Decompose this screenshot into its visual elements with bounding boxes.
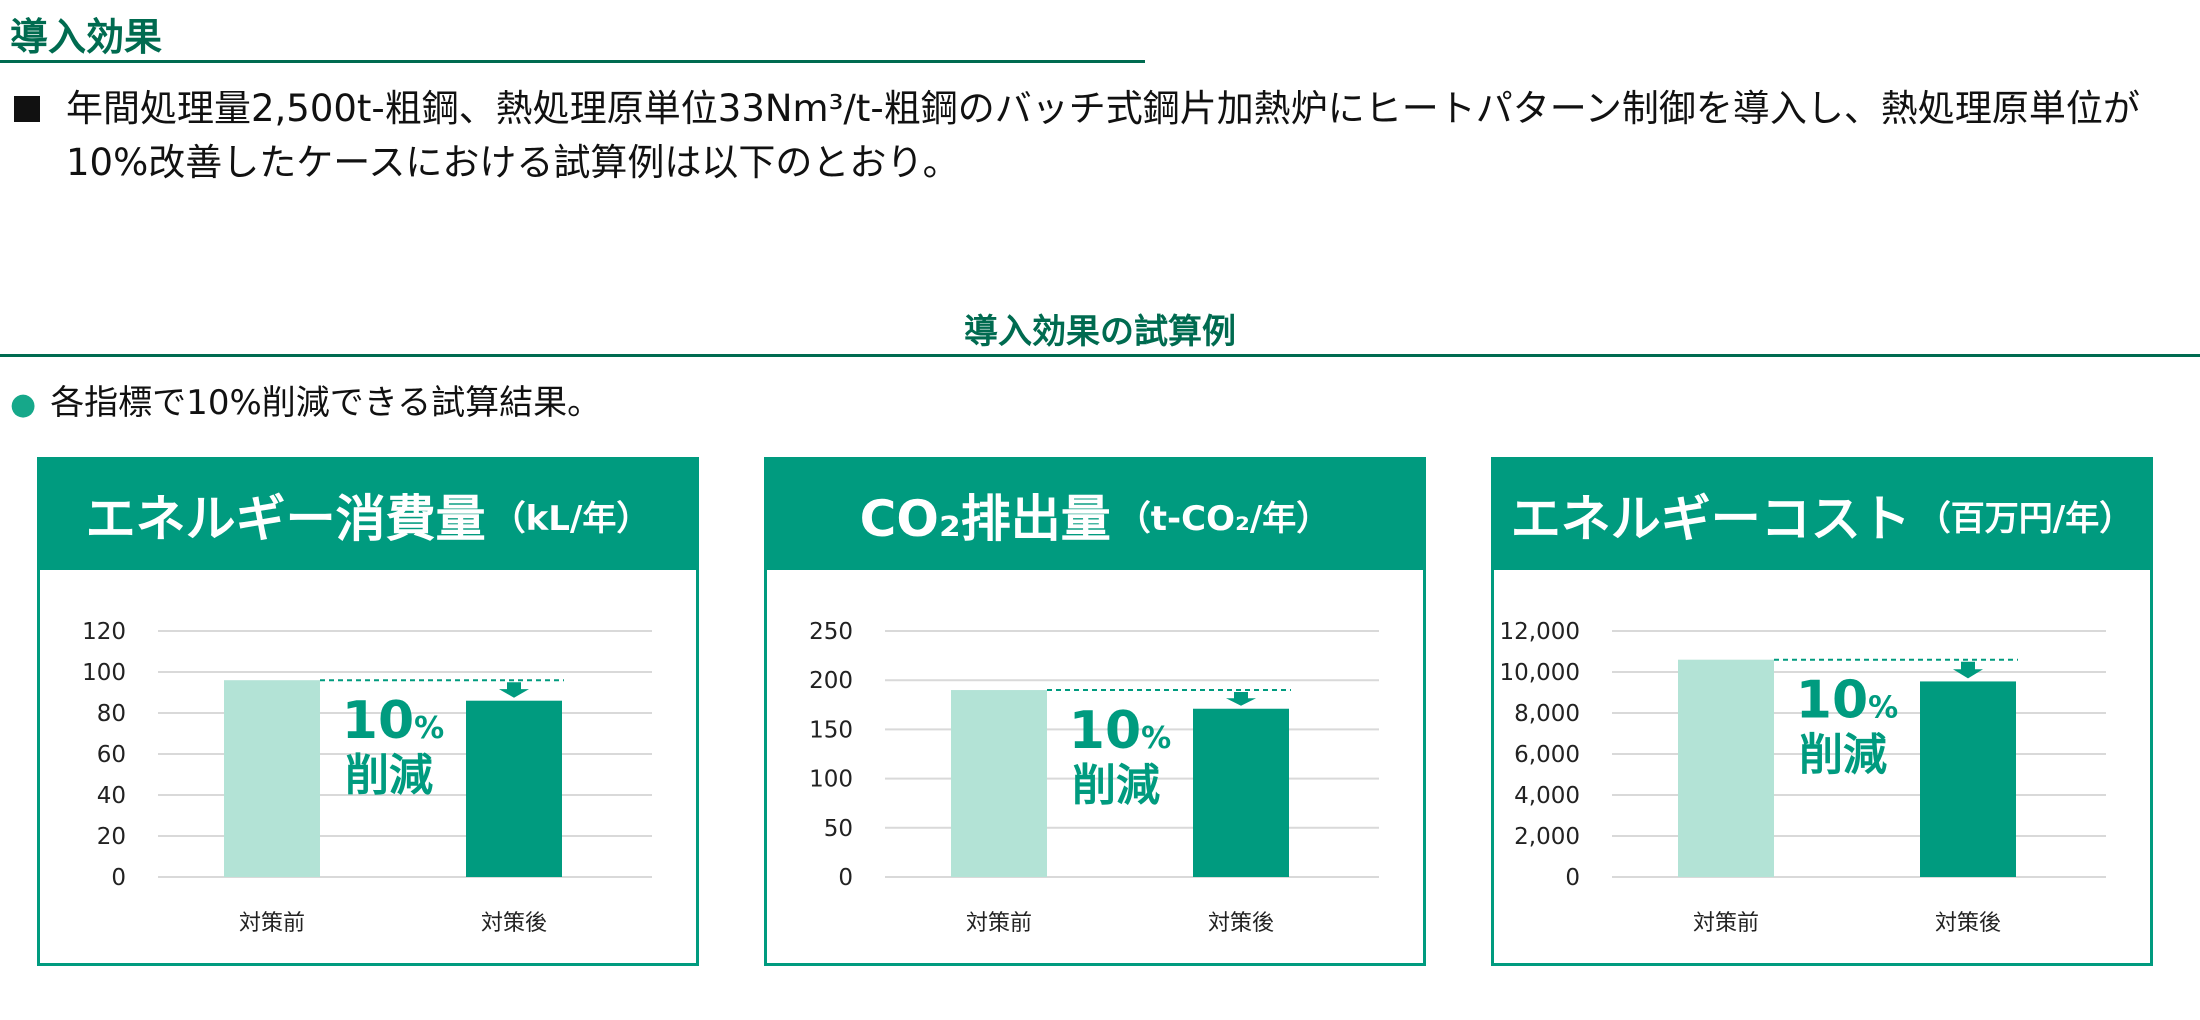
section-subtitle-text: 各指標で10%削減できる試算結果。 xyxy=(50,383,602,423)
bar-before xyxy=(1678,659,1774,877)
x-category-label: 対策前 xyxy=(1693,911,1759,936)
reduction-word-label: 削減 xyxy=(345,750,433,801)
y-tick-label: 100 xyxy=(809,767,853,793)
y-tick-label: 120 xyxy=(82,619,126,645)
chart-unit: （kL/年） xyxy=(491,498,651,539)
chart-header: エネルギーコスト （百万円/年） xyxy=(1494,460,2150,570)
y-tick-label: 12,000 xyxy=(1500,619,1580,645)
bar-after xyxy=(1920,681,2016,877)
section-rule xyxy=(0,354,2200,357)
y-tick-label: 2,000 xyxy=(1514,824,1580,850)
x-category-label: 対策後 xyxy=(481,911,547,936)
y-tick-label: 0 xyxy=(111,865,126,891)
down-arrow-icon xyxy=(1953,661,1983,679)
x-category-label: 対策前 xyxy=(966,911,1032,936)
chart-panel-energy-consumption: エネルギー消費量 （kL/年） 0 20 40 60 80 100 120 対策前 対策後 10%… xyxy=(37,457,699,966)
y-tick-label: 100 xyxy=(82,660,126,686)
reduction-word-label: 削減 xyxy=(1072,760,1160,811)
chart-panel-energy-cost: エネルギーコスト （百万円/年） 0 2,000 4,000 6,000 8,000 10… xyxy=(1491,457,2153,966)
bar-after xyxy=(1193,708,1289,877)
section-title: 導入効果の試算例 xyxy=(964,312,1236,352)
y-tick-label: 4,000 xyxy=(1514,783,1580,809)
y-tick-label: 8,000 xyxy=(1514,701,1580,727)
reduction-percent-label: 10% xyxy=(342,691,444,751)
reduction-percent-label: 10% xyxy=(1796,671,1898,731)
dot-bullet-icon: ● xyxy=(10,387,37,422)
bar-chart-co2-emissions: 0 50 100 150 200 250 対策前 対策後 10%削減 xyxy=(809,619,1379,936)
section-subtitle: ● 各指標で10%削減できる試算結果。 xyxy=(10,380,601,428)
chart-unit: （百万円/年） xyxy=(1916,498,2134,539)
reduction-word-label: 削減 xyxy=(1799,730,1887,781)
y-tick-label: 0 xyxy=(1565,865,1580,891)
y-tick-label: 10,000 xyxy=(1500,660,1580,686)
x-category-label: 対策後 xyxy=(1935,911,2001,936)
y-tick-label: 40 xyxy=(97,783,126,809)
chart-title: CO₂排出量 xyxy=(859,490,1111,548)
title-rule xyxy=(0,60,1145,63)
chart-panel-co2-emissions: CO₂排出量 （t-CO₂/年） 0 50 100 150 200 250 対策前 対策後 10… xyxy=(764,457,1426,966)
chart-title: エネルギー消費量 xyxy=(85,490,486,548)
reduction-percent-label: 10% xyxy=(1069,701,1171,761)
square-bullet-icon xyxy=(14,96,40,122)
x-category-label: 対策前 xyxy=(239,911,305,936)
bar-after xyxy=(466,700,562,877)
y-tick-label: 20 xyxy=(97,824,126,850)
chart-header: エネルギー消費量 （kL/年） xyxy=(40,460,696,570)
y-tick-label: 200 xyxy=(809,668,853,694)
y-tick-label: 250 xyxy=(809,619,853,645)
down-arrow-icon xyxy=(499,682,529,698)
bar-chart-energy-consumption: 0 20 40 60 80 100 120 対策前 対策後 10%削減 xyxy=(82,619,652,936)
chart-title: エネルギーコスト xyxy=(1510,490,1911,548)
y-tick-label: 80 xyxy=(97,701,126,727)
chart-header: CO₂排出量 （t-CO₂/年） xyxy=(767,460,1423,570)
y-tick-label: 60 xyxy=(97,742,126,768)
bar-before xyxy=(224,680,320,877)
bar-before xyxy=(951,690,1047,877)
down-arrow-icon xyxy=(1226,692,1256,706)
y-tick-label: 6,000 xyxy=(1514,742,1580,768)
bar-chart-energy-cost: 0 2,000 4,000 6,000 8,000 10,000 12,000 対策前 対策後 1… xyxy=(1500,619,2106,936)
y-tick-label: 50 xyxy=(824,816,853,842)
page-title: 導入効果 xyxy=(10,15,163,59)
y-tick-label: 150 xyxy=(809,717,853,743)
x-category-label: 対策後 xyxy=(1208,911,1274,936)
lead-text: 年間処理量2,500t-粗鋼、熱処理原単位33Nm³/t-粗鋼のバッチ式鋼片加熱… xyxy=(66,87,2140,184)
chart-unit: （t-CO₂/年） xyxy=(1116,498,1331,539)
y-tick-label: 0 xyxy=(838,865,853,891)
